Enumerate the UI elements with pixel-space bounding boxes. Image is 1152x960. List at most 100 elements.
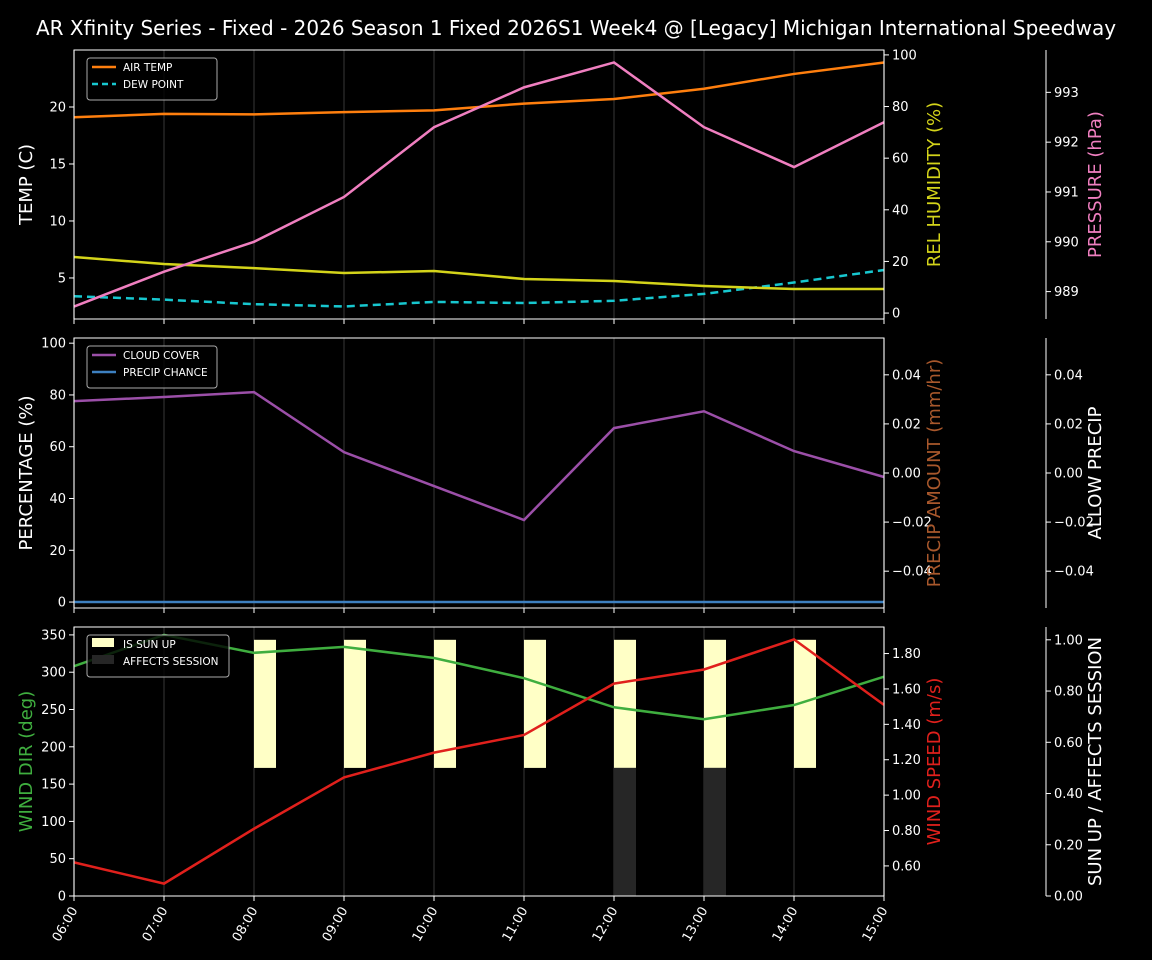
bar-is-sun-up bbox=[614, 639, 636, 768]
y-tick-label: 1.80 bbox=[892, 647, 921, 662]
legend-box bbox=[86, 345, 218, 389]
y-tick-label: 40 bbox=[49, 492, 66, 507]
legend-swatch bbox=[92, 638, 114, 647]
bar-affects-session bbox=[614, 767, 636, 896]
legend-label: IS SUN UP bbox=[123, 639, 176, 651]
y-tick-label: 0.04 bbox=[892, 368, 921, 383]
y-tick-label: 0.00 bbox=[1054, 467, 1083, 482]
legend-label: DEW POINT bbox=[123, 79, 184, 91]
y-tick-label: 5 bbox=[58, 271, 66, 286]
x-tick-label: 13:00 bbox=[680, 905, 712, 945]
axis-label-right: REL HUMIDITY (%) bbox=[924, 102, 945, 267]
series-line-cloud-cover bbox=[73, 390, 885, 522]
x-tick-label: 12:00 bbox=[590, 905, 622, 945]
legend-box bbox=[86, 634, 230, 678]
y-tick-label: 0.40 bbox=[1054, 787, 1083, 802]
y-tick-label: 200 bbox=[41, 740, 66, 755]
y-tick-label: 0.00 bbox=[1054, 890, 1083, 905]
axis-label-left: TEMP (C) bbox=[16, 144, 37, 226]
x-tick-label: 06:00 bbox=[50, 905, 82, 945]
legend-box bbox=[86, 57, 218, 101]
panel-3: 0 50 100 150 200 250 300 350 WIND DIR (deg) 0.60 0… bbox=[16, 626, 1106, 945]
y-tick-label: 15 bbox=[49, 157, 66, 172]
y-tick-label: 0 bbox=[58, 596, 66, 611]
y-tick-label: 0 bbox=[58, 890, 66, 905]
axis-label-right: PRECIP AMOUNT (mm/hr) bbox=[924, 359, 945, 588]
bar-is-sun-up bbox=[344, 639, 366, 768]
y-tick-label: 80 bbox=[49, 388, 66, 403]
x-tick-label: 15:00 bbox=[860, 905, 892, 945]
bar-is-sun-up bbox=[524, 639, 546, 768]
y-tick-label: 1.40 bbox=[892, 718, 921, 733]
x-tick-label: 09:00 bbox=[320, 905, 352, 945]
y-tick-label: 1.20 bbox=[892, 753, 921, 768]
series-line-right-2 bbox=[73, 255, 884, 291]
y-tick-label: 1.00 bbox=[892, 789, 921, 804]
y-tick-label: 20 bbox=[49, 100, 66, 115]
plot-frame bbox=[73, 49, 885, 320]
y-tick-label: 989 bbox=[1054, 285, 1079, 300]
y-tick-label: 0.20 bbox=[1054, 838, 1083, 853]
y-tick-label: 0 bbox=[892, 307, 900, 322]
y-tick-label: 0.60 bbox=[892, 859, 921, 874]
plot-frame bbox=[73, 626, 885, 897]
legend-swatch bbox=[92, 655, 114, 664]
x-tick-label: 14:00 bbox=[770, 905, 802, 945]
y-tick-label: 0.02 bbox=[1054, 417, 1083, 432]
y-tick-label: 0.02 bbox=[892, 417, 921, 432]
y-tick-label: 0.80 bbox=[1054, 685, 1083, 700]
y-tick-label: 993 bbox=[1054, 86, 1079, 101]
y-tick-label: 350 bbox=[41, 628, 66, 643]
legend-label: AIR TEMP bbox=[123, 62, 172, 74]
y-tick-label: −0.02 bbox=[892, 516, 932, 531]
y-tick-label: 20 bbox=[892, 255, 909, 270]
bar-is-sun-up bbox=[794, 639, 816, 768]
y-tick-label: 80 bbox=[892, 100, 909, 115]
series-line-dew-point bbox=[73, 268, 885, 308]
axis-label-right: WIND SPEED (m/s) bbox=[924, 678, 945, 846]
y-tick-label: 250 bbox=[41, 703, 66, 718]
x-tick-label: 10:00 bbox=[410, 905, 442, 945]
bar-is-sun-up bbox=[704, 639, 726, 768]
y-tick-label: 50 bbox=[49, 852, 66, 867]
y-tick-label: 0.80 bbox=[892, 824, 921, 839]
axis-label-right2: ALLOW PRECIP bbox=[1085, 406, 1106, 539]
x-tick-label: 07:00 bbox=[140, 905, 172, 945]
y-tick-label: 100 bbox=[41, 337, 66, 352]
y-tick-label: −0.02 bbox=[1054, 516, 1094, 531]
x-tick-label: 11:00 bbox=[500, 905, 532, 945]
panel-2: 0 20 40 60 80 100 PERCENTAGE (%) −0.04 −0.02 0.00… bbox=[16, 337, 1106, 613]
y-tick-label: 100 bbox=[892, 48, 917, 63]
y-tick-label: 20 bbox=[49, 544, 66, 559]
axis-label-left: WIND DIR (deg) bbox=[16, 691, 37, 833]
bar-affects-session bbox=[704, 767, 726, 896]
legend-label: PRECIP CHANCE bbox=[123, 367, 208, 379]
y-tick-label: 1.60 bbox=[892, 682, 921, 697]
y-tick-label: 992 bbox=[1054, 136, 1079, 151]
y-tick-label: 10 bbox=[49, 214, 66, 229]
legend-label: CLOUD COVER bbox=[123, 350, 200, 362]
series-line-right2-3 bbox=[73, 61, 885, 308]
chart-title: AR Xfinity Series - Fixed - 2026 Season … bbox=[36, 16, 1116, 40]
panel-1: 5 10 15 20 TEMP (C) 0 20 40 60 80 100 REL HUMIDITY … bbox=[16, 48, 1106, 324]
bar-is-sun-up bbox=[434, 639, 456, 768]
y-tick-label: 990 bbox=[1054, 235, 1079, 250]
x-tick-label: 08:00 bbox=[230, 905, 262, 945]
y-tick-label: −0.04 bbox=[892, 565, 932, 580]
legend: IS SUN UP AFFECTS SESSION bbox=[86, 634, 230, 678]
axis-label-left: PERCENTAGE (%) bbox=[16, 395, 37, 550]
legend: CLOUD COVER PRECIP CHANCE bbox=[86, 345, 218, 389]
legend: AIR TEMP DEW POINT bbox=[86, 57, 218, 101]
y-tick-label: 300 bbox=[41, 666, 66, 681]
y-tick-label: 100 bbox=[41, 815, 66, 830]
bar-is-sun-up bbox=[254, 639, 276, 768]
y-tick-label: 150 bbox=[41, 778, 66, 793]
y-tick-label: 0.04 bbox=[1054, 368, 1083, 383]
y-tick-label: 0.00 bbox=[892, 467, 921, 482]
y-tick-label: −0.04 bbox=[1054, 565, 1094, 580]
y-tick-label: 40 bbox=[892, 203, 909, 218]
y-tick-label: 991 bbox=[1054, 185, 1079, 200]
series-line-right-1 bbox=[73, 637, 885, 885]
y-tick-label: 1.00 bbox=[1054, 633, 1083, 648]
